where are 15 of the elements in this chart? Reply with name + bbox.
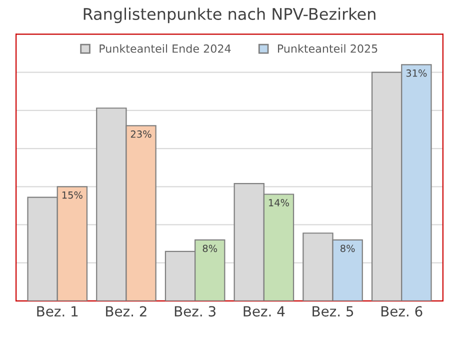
x-tick-label: Bez. 2 <box>106 306 146 317</box>
data-label: 8% <box>340 244 355 252</box>
x-tick-label: Bez. 1 <box>37 306 78 317</box>
data-label: 15% <box>62 191 82 199</box>
x-tick-label: Bez. 5 <box>312 306 354 317</box>
legend-label: Punkteanteil 2025 <box>278 44 378 53</box>
data-label: 31% <box>406 69 427 77</box>
legend-label: Punkteanteil Ende 2024 <box>100 44 231 53</box>
data-label: 23% <box>130 130 152 138</box>
x-tick-label: Bez. 6 <box>381 306 422 317</box>
x-tick-label: Bez. 3 <box>174 306 216 317</box>
chart-title: Ranglistenpunkte nach NPV-Bezirken <box>84 8 376 24</box>
data-label: 14% <box>268 199 289 206</box>
x-tick-label: Bez. 4 <box>244 306 285 317</box>
data-label: 8% <box>202 244 218 252</box>
